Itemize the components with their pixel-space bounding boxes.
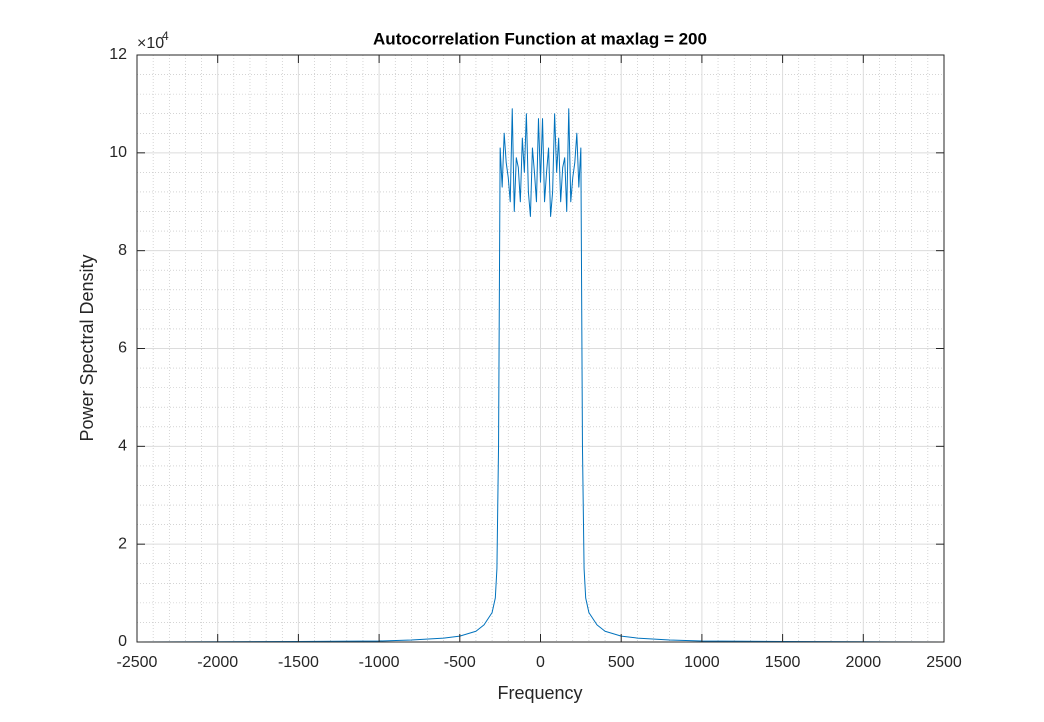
y-tick-label: 2 <box>118 535 127 552</box>
y-scale-power: 4 <box>162 29 169 43</box>
x-tick-label: -1500 <box>278 654 319 671</box>
x-tick-label: 0 <box>536 654 545 671</box>
plot-area <box>136 108 945 643</box>
x-axis-label: Frequency <box>497 683 582 703</box>
x-tick-label: 1500 <box>765 654 801 671</box>
y-tick-label: 8 <box>118 242 127 259</box>
chart-title: Autocorrelation Function at maxlag = 200 <box>373 29 707 48</box>
x-tick-label: -1000 <box>359 654 400 671</box>
x-tick-label: 500 <box>608 654 635 671</box>
x-tick-label: 1000 <box>684 654 720 671</box>
x-tick-label: 2500 <box>926 654 962 671</box>
y-tick-label: 10 <box>109 144 127 161</box>
x-tick-label: 2000 <box>846 654 882 671</box>
y-tick-label: 0 <box>118 633 127 650</box>
y-scale-base: ×10 <box>137 35 164 52</box>
data-line <box>136 108 945 643</box>
x-tick-label: -2000 <box>197 654 238 671</box>
y-tick-label: 12 <box>109 46 127 63</box>
y-axis-label: Power Spectral Density <box>77 254 97 441</box>
y-tick-label: 6 <box>118 340 127 357</box>
x-tick-label: -2500 <box>117 654 158 671</box>
y-tick-label: 4 <box>118 438 127 455</box>
x-tick-label: -500 <box>444 654 476 671</box>
